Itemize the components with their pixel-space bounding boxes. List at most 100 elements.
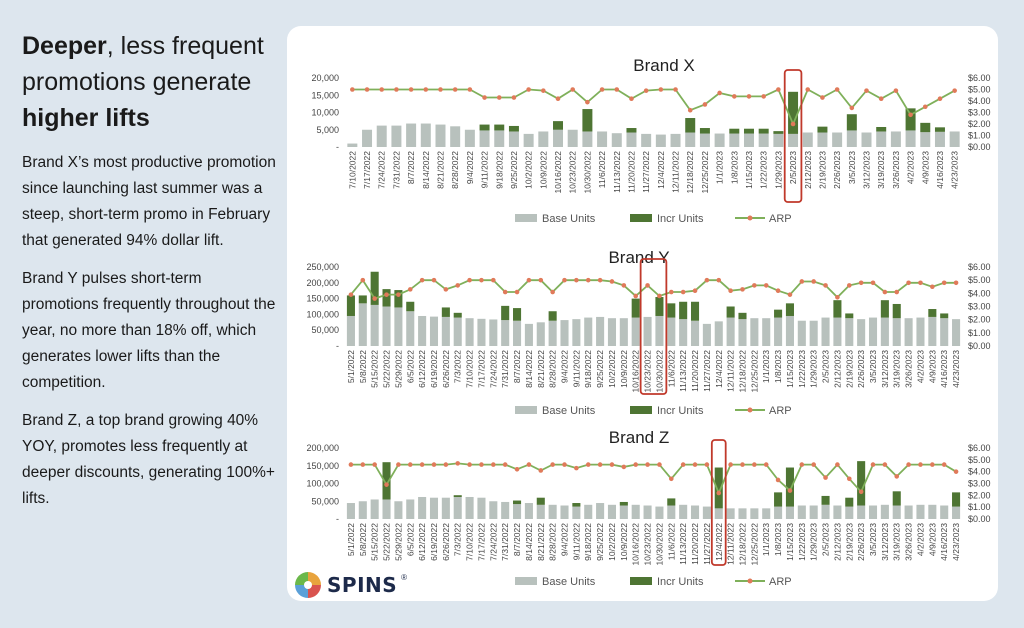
arp-point [658, 87, 664, 92]
x-tick-label: 8/7/2022 [512, 523, 522, 556]
chart-1: Brand X - 5,000 10,000 15,000 20,000 $0.00$1.0… [311, 56, 990, 225]
arp-point [746, 94, 752, 99]
bar-base-units [513, 504, 522, 519]
arp-point [716, 277, 722, 283]
highlight-box [639, 258, 668, 395]
bar-incr-units [892, 491, 901, 506]
x-tick-label: 7/3/2022 [453, 350, 463, 383]
arp-point [526, 87, 531, 92]
arp-point [496, 95, 502, 100]
y-tick-label: 100,000 [306, 309, 339, 319]
bar-base-units [685, 132, 696, 147]
bar-incr-units [548, 311, 557, 321]
arp-point [431, 462, 437, 467]
bar-base-units [611, 133, 622, 147]
arp-point [787, 488, 793, 493]
x-tick-label: 9/25/2022 [595, 350, 605, 388]
y2-tick-label: $2.00 [968, 119, 991, 129]
arp-point [482, 95, 487, 100]
y-tick-label: 15,000 [311, 90, 339, 100]
y2-tick-label: $1.00 [968, 502, 991, 512]
y2-tick-label: $4.00 [968, 288, 991, 298]
bar-base-units [572, 319, 581, 346]
arp-point [790, 121, 796, 127]
arp-point [906, 462, 911, 467]
bar-incr-units [513, 500, 522, 505]
x-tick-label: 12/25/2022 [749, 350, 759, 393]
arp-point [858, 489, 864, 495]
x-tick-label: 11/27/2022 [702, 350, 712, 392]
bar-base-units [868, 317, 878, 346]
bar-incr-units [952, 492, 961, 507]
bar-base-units [382, 306, 391, 346]
bar-incr-units [501, 305, 510, 321]
bar-base-units [596, 316, 605, 346]
bar-incr-units [406, 301, 415, 312]
paragraph-brand-z: Brand Z, a top brand growing 40% YOY, pr… [22, 412, 275, 507]
bar-base-units [406, 123, 417, 147]
legend-label-arp: ARP [769, 213, 792, 225]
bar-base-units [655, 506, 664, 519]
arp-point [621, 283, 627, 288]
bar-base-units [667, 505, 676, 519]
bar-base-units [560, 320, 569, 346]
x-tick-label: 10/16/2022 [631, 350, 641, 393]
bar-base-units [821, 504, 830, 519]
x-tick-label: 8/14/2022 [524, 350, 534, 388]
bar-base-units [670, 133, 681, 147]
x-tick-label: 10/9/2022 [619, 350, 629, 388]
arp-point [396, 292, 401, 297]
arp-point [894, 474, 900, 479]
arp-point [702, 102, 708, 107]
y2-tick-label: $4.00 [968, 467, 991, 477]
bar-base-units [418, 496, 427, 519]
arp-point [419, 462, 425, 467]
bar-incr-units [857, 461, 866, 506]
bar-base-units [809, 505, 818, 519]
x-tick-label: 7/10/2022 [465, 350, 475, 388]
arp-point [893, 88, 899, 93]
bar-base-units [607, 318, 617, 346]
arp-point [541, 88, 546, 93]
x-tick-label: 5/8/2022 [358, 523, 368, 556]
arp-point [811, 462, 816, 467]
x-tick-label: 10/9/2022 [538, 151, 548, 189]
x-tick-label: 10/2/2022 [524, 151, 534, 189]
x-tick-label: 7/24/2022 [377, 151, 387, 189]
legend-swatch-base-units [515, 577, 537, 585]
x-tick-label: 7/17/2022 [362, 151, 372, 189]
x-tick-label: 12/18/2022 [685, 151, 695, 194]
bar-incr-units [845, 313, 854, 319]
bar-base-units [450, 126, 461, 147]
x-tick-label: 3/19/2023 [876, 151, 886, 189]
x-tick-label: 8/14/2022 [421, 151, 431, 189]
x-tick-label: 4/9/2023 [927, 523, 937, 556]
bar-base-units [861, 132, 872, 147]
bar-base-units [631, 504, 640, 519]
x-tick-label: 2/5/2023 [788, 151, 798, 184]
arp-point [657, 462, 662, 467]
arp-point [941, 280, 947, 286]
bar-incr-units [758, 128, 769, 134]
y2-tick-label: $0.00 [968, 142, 991, 152]
bar-base-units [845, 318, 854, 346]
x-tick-label: 1/1/2023 [761, 350, 771, 383]
arp-point [570, 87, 576, 92]
highlight-box [783, 69, 803, 203]
arp-point [562, 277, 567, 283]
x-tick-label: 12/11/2022 [671, 151, 681, 193]
arp-point [953, 469, 959, 474]
x-tick-label: 3/12/2023 [880, 350, 890, 388]
x-tick-label: 3/19/2023 [892, 350, 902, 388]
bar-base-units [523, 133, 534, 147]
arp-point [937, 96, 943, 101]
bar-base-units [538, 131, 549, 147]
x-tick-label: 2/26/2023 [832, 151, 842, 189]
x-tick-label: 7/31/2022 [391, 151, 401, 189]
x-tick-label: 10/23/2022 [643, 523, 653, 566]
arp-point [364, 87, 370, 92]
bar-base-units [762, 508, 771, 519]
bar-base-units [655, 315, 664, 346]
arp-point [922, 104, 928, 110]
y2-tick-label: $2.00 [968, 490, 991, 500]
